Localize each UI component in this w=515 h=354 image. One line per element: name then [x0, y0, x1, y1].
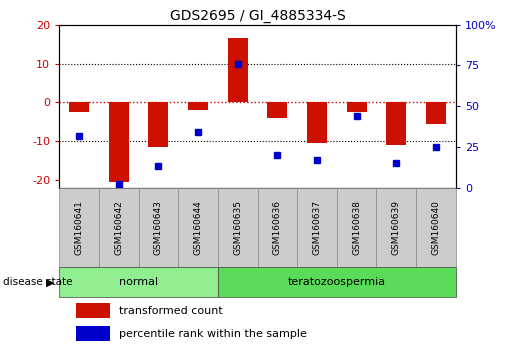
Text: ▶: ▶	[45, 277, 54, 287]
Text: GSM160636: GSM160636	[273, 200, 282, 255]
Bar	[347, 102, 367, 112]
Bar	[76, 303, 110, 318]
Bar	[218, 267, 456, 297]
Text: GSM160643: GSM160643	[154, 200, 163, 255]
Bar	[297, 188, 337, 267]
Text: GSM160644: GSM160644	[194, 200, 202, 255]
Bar	[337, 188, 376, 267]
Text: disease state: disease state	[3, 277, 72, 287]
Text: GDS2695 / GI_4885334-S: GDS2695 / GI_4885334-S	[169, 9, 346, 23]
Text: GSM160639: GSM160639	[392, 200, 401, 255]
Text: teratozoospermia: teratozoospermia	[288, 277, 386, 287]
Bar	[69, 102, 89, 112]
Bar	[386, 102, 406, 145]
Bar	[416, 188, 456, 267]
Text: transformed count: transformed count	[119, 306, 223, 316]
Bar	[426, 102, 446, 124]
Bar	[267, 102, 287, 118]
Bar	[99, 188, 139, 267]
Text: GSM160635: GSM160635	[233, 200, 242, 255]
Bar	[218, 188, 258, 267]
Bar	[59, 188, 99, 267]
Bar	[109, 102, 129, 182]
Bar	[188, 102, 208, 110]
Bar	[307, 102, 327, 143]
Bar	[59, 267, 218, 297]
Bar	[376, 188, 416, 267]
Bar	[139, 188, 178, 267]
Text: GSM160641: GSM160641	[75, 200, 83, 255]
Text: GSM160637: GSM160637	[313, 200, 321, 255]
Bar	[178, 188, 218, 267]
Text: normal: normal	[119, 277, 158, 287]
Text: GSM160642: GSM160642	[114, 200, 123, 255]
Bar	[76, 326, 110, 341]
Bar	[258, 188, 297, 267]
Text: GSM160638: GSM160638	[352, 200, 361, 255]
Bar	[148, 102, 168, 147]
Bar	[228, 38, 248, 102]
Text: percentile rank within the sample: percentile rank within the sample	[119, 329, 307, 339]
Text: GSM160640: GSM160640	[432, 200, 440, 255]
